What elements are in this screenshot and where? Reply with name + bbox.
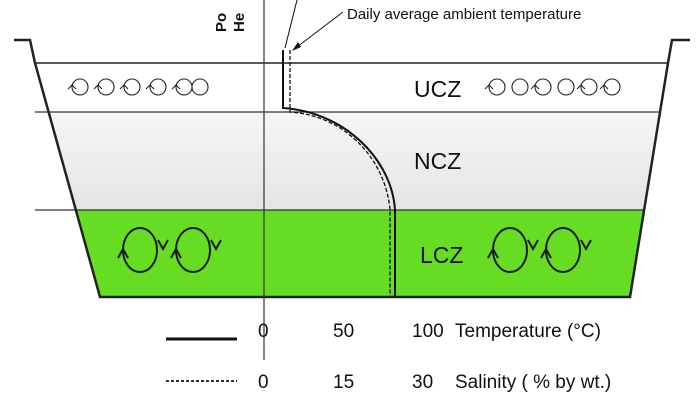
axis-label-line-2: He <box>231 13 248 32</box>
salinity-tick-15: 15 <box>333 372 354 393</box>
temperature-profile <box>282 50 396 297</box>
salinity-profile <box>289 50 391 297</box>
annotation-pointer-2 <box>292 11 344 51</box>
temperature-tick-50: 50 <box>333 321 354 342</box>
temperature-scale-label: Temperature (°C) <box>455 321 601 342</box>
temperature-tick-0: 0 <box>258 321 269 342</box>
annotation-pointer-1 <box>284 0 298 49</box>
axis-label-line-1: Po <box>213 13 230 32</box>
lcz-zone <box>35 210 668 297</box>
ncz-label: NCZ <box>414 148 461 174</box>
ncz-zone <box>35 112 668 210</box>
lcz-circulation-left-icon <box>117 227 222 273</box>
pond-outline <box>14 38 690 299</box>
lcz-label: LCZ <box>420 242 463 268</box>
temperature-tick-100: 100 <box>412 321 444 342</box>
ambient-temperature-annotation: Daily average ambient temperature <box>347 6 581 23</box>
salinity-tick-0: 0 <box>258 372 269 393</box>
salinity-tick-30: 30 <box>412 372 433 393</box>
salinity-scale-label: Salinity ( % by wt.) <box>455 372 611 393</box>
lcz-circulation-right-icon <box>487 227 592 273</box>
ucz-circulation-left-icon <box>67 78 209 96</box>
ucz-circulation-right-icon <box>484 78 621 96</box>
ucz-zone <box>35 63 668 112</box>
ucz-label: UCZ <box>414 76 461 102</box>
annotation-arrowhead <box>292 42 301 51</box>
